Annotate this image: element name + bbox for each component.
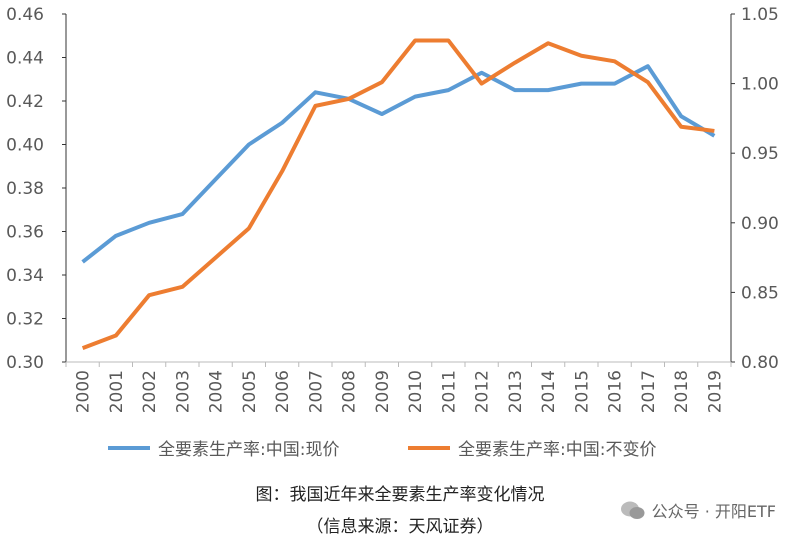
right-tick-label: 0.80 — [741, 353, 779, 373]
left-tick-label: 0.32 — [6, 310, 44, 330]
x-tick-label: 2003 — [173, 370, 193, 413]
x-tick-label: 2013 — [506, 370, 526, 413]
x-tick-label: 2017 — [639, 370, 659, 413]
x-tick-label: 2006 — [273, 370, 293, 413]
x-tick-label: 2002 — [140, 370, 160, 413]
chart-caption-source: （信息来源：天风证券） — [306, 517, 494, 537]
right-tick-label: 0.95 — [741, 144, 779, 164]
right-tick-label: 0.90 — [741, 214, 779, 234]
x-tick-label: 2008 — [340, 370, 360, 413]
x-tick-label: 2011 — [439, 370, 459, 413]
watermark-text: 公众号 · 开阳ETF — [651, 502, 776, 521]
right-tick-label: 1.00 — [741, 75, 779, 95]
x-tick-label: 2014 — [539, 370, 559, 413]
x-tick-label: 2005 — [240, 370, 260, 413]
left-tick-label: 0.44 — [6, 49, 44, 69]
x-tick-label: 2004 — [207, 370, 227, 413]
left-tick-label: 0.36 — [6, 223, 44, 243]
right-tick-label: 0.85 — [741, 283, 779, 303]
x-tick-label: 2000 — [74, 370, 94, 413]
watermark: 公众号 · 开阳ETF — [620, 498, 776, 522]
legend-label-1: 全要素生产率:中国:现价 — [158, 440, 339, 460]
left-tick-label: 0.46 — [6, 5, 44, 25]
series-line-2 — [81, 38, 715, 350]
left-tick-label: 0.34 — [6, 266, 44, 286]
x-tick-label: 2019 — [705, 370, 725, 413]
series-line-1 — [81, 64, 716, 264]
x-tick-label: 2010 — [406, 370, 426, 413]
right-tick-label: 1.05 — [741, 5, 779, 25]
x-tick-label: 2007 — [306, 370, 326, 413]
legend-label-2: 全要素生产率:中国:不变价 — [458, 440, 656, 460]
dual-axis-line-chart: 0.30 0.32 0.34 0.36 0.38 0.40 0.42 0.44 0.46 0.80… — [6, 5, 779, 460]
x-tick-label: 2015 — [572, 370, 592, 413]
x-tick-label: 2012 — [473, 370, 493, 413]
left-tick-label: 0.40 — [6, 136, 44, 156]
left-tick-label: 0.38 — [6, 179, 44, 199]
x-tick-label: 2018 — [672, 370, 692, 413]
x-tick-label: 2009 — [373, 370, 393, 413]
chart-caption-title: 图：我国近年来全要素生产率变化情况 — [255, 485, 545, 505]
wechat-icon — [620, 501, 645, 519]
x-tick-label: 2001 — [107, 370, 127, 413]
left-tick-label: 0.42 — [6, 92, 44, 112]
left-tick-label: 0.30 — [6, 353, 44, 373]
x-tick-label: 2016 — [606, 370, 626, 413]
